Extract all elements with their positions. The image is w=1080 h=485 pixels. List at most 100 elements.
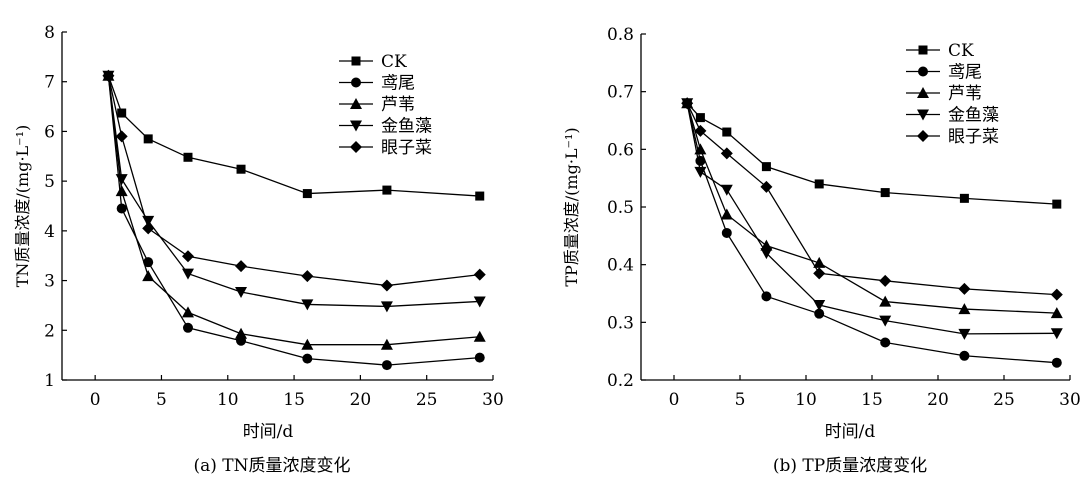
figure-caption: (b) TP质量浓度变化 bbox=[773, 456, 927, 476]
y-tick-label: 0.2 bbox=[607, 371, 634, 391]
y-tick-label: 0.4 bbox=[607, 256, 634, 276]
data-point bbox=[102, 69, 115, 82]
y-tick-label: 5 bbox=[44, 172, 55, 192]
data-point bbox=[382, 185, 392, 195]
data-point bbox=[473, 268, 486, 281]
data-point bbox=[301, 338, 314, 350]
data-point bbox=[814, 308, 825, 319]
legend-label: CK bbox=[381, 52, 407, 72]
data-point bbox=[181, 306, 194, 318]
data-point bbox=[760, 180, 773, 193]
legend-label: 眼子菜 bbox=[948, 127, 999, 147]
x-tick-label: 5 bbox=[735, 390, 746, 410]
data-point bbox=[181, 250, 194, 263]
legend-marker bbox=[350, 120, 362, 132]
series-square bbox=[682, 98, 1062, 209]
y-tick-label: 0.7 bbox=[607, 83, 634, 103]
y-tick-label: 1 bbox=[44, 371, 55, 391]
series-triangle-down bbox=[102, 70, 486, 313]
data-point bbox=[761, 291, 772, 302]
x-tick-label: 5 bbox=[156, 390, 167, 410]
data-point bbox=[1052, 199, 1062, 209]
data-point bbox=[473, 296, 486, 308]
data-point bbox=[380, 301, 393, 313]
data-point bbox=[143, 257, 154, 268]
data-point bbox=[958, 282, 971, 295]
data-point bbox=[760, 248, 773, 260]
legend-label: 眼子菜 bbox=[381, 138, 432, 158]
x-tick-label: 20 bbox=[350, 390, 372, 410]
data-point bbox=[182, 322, 193, 333]
data-point bbox=[115, 130, 128, 143]
data-point bbox=[235, 260, 248, 273]
legend-marker bbox=[918, 66, 928, 77]
data-point bbox=[880, 188, 890, 198]
data-point bbox=[301, 270, 314, 283]
data-point bbox=[879, 274, 892, 287]
data-point bbox=[380, 338, 393, 350]
series-triangle-down bbox=[681, 98, 1063, 340]
y-tick-label: 0.5 bbox=[607, 198, 634, 218]
legend-label: 金鱼藻 bbox=[948, 106, 999, 126]
figure-caption: (a) TN质量浓度变化 bbox=[193, 456, 350, 476]
data-point bbox=[1050, 288, 1063, 301]
data-point bbox=[959, 350, 970, 361]
data-point bbox=[761, 162, 771, 172]
data-point bbox=[1050, 328, 1063, 340]
series-circle bbox=[682, 98, 1062, 368]
legend-label: 鸢尾 bbox=[948, 63, 982, 83]
data-point bbox=[814, 179, 824, 189]
data-point bbox=[235, 327, 248, 339]
x-tick-label: 25 bbox=[416, 390, 438, 410]
legend-label: 金鱼藻 bbox=[381, 117, 432, 137]
x-tick-label: 25 bbox=[993, 390, 1015, 410]
data-point bbox=[142, 222, 155, 235]
data-point bbox=[721, 227, 732, 238]
legend-label: 芦苇 bbox=[381, 95, 415, 115]
data-point bbox=[958, 303, 971, 315]
data-point bbox=[301, 299, 314, 311]
legend-marker bbox=[350, 141, 362, 153]
data-point bbox=[302, 189, 312, 199]
data-point bbox=[302, 353, 313, 364]
data-point bbox=[143, 134, 153, 144]
series-line bbox=[107, 75, 480, 366]
y-tick-label: 4 bbox=[44, 222, 55, 242]
x-tick-label: 15 bbox=[861, 390, 883, 410]
y-tick-label: 2 bbox=[44, 321, 55, 341]
x-tick-label: 10 bbox=[217, 390, 239, 410]
chart-panel-a: 1 2 3 4 5 6 7 8 0 5 10 15 20 25 30 时间/d TN质量浓度/(mg·L⁻¹) (… bbox=[13, 23, 504, 476]
y-axis-label: TP质量浓度/(mg·L⁻¹) bbox=[562, 127, 581, 286]
legend-marker bbox=[350, 98, 362, 109]
data-point bbox=[475, 191, 485, 201]
series-line bbox=[686, 103, 1057, 364]
data-point bbox=[879, 295, 892, 307]
series-diamond bbox=[102, 69, 486, 292]
data-point bbox=[473, 330, 486, 342]
data-point bbox=[381, 360, 392, 371]
data-point bbox=[958, 328, 971, 340]
y-tick-label: 8 bbox=[44, 23, 55, 43]
y-tick-label: 6 bbox=[44, 122, 55, 142]
legend-marker bbox=[918, 45, 928, 55]
legend-marker bbox=[351, 56, 361, 66]
x-tick-label: 15 bbox=[283, 390, 305, 410]
data-point bbox=[681, 97, 694, 110]
data-point bbox=[235, 287, 248, 299]
x-tick-label: 0 bbox=[90, 390, 101, 410]
x-tick-label: 10 bbox=[795, 390, 817, 410]
legend-marker bbox=[917, 87, 929, 98]
x-tick-label: 30 bbox=[1059, 390, 1080, 410]
y-tick-label: 3 bbox=[44, 272, 55, 292]
data-point bbox=[695, 113, 705, 123]
data-point bbox=[117, 108, 127, 118]
data-point bbox=[813, 267, 826, 280]
data-point bbox=[722, 127, 732, 137]
data-point bbox=[1050, 307, 1063, 319]
data-point bbox=[116, 203, 127, 214]
legend-marker bbox=[917, 130, 929, 142]
y-axis-label: TN质量浓度/(mg·L⁻¹) bbox=[13, 125, 32, 288]
